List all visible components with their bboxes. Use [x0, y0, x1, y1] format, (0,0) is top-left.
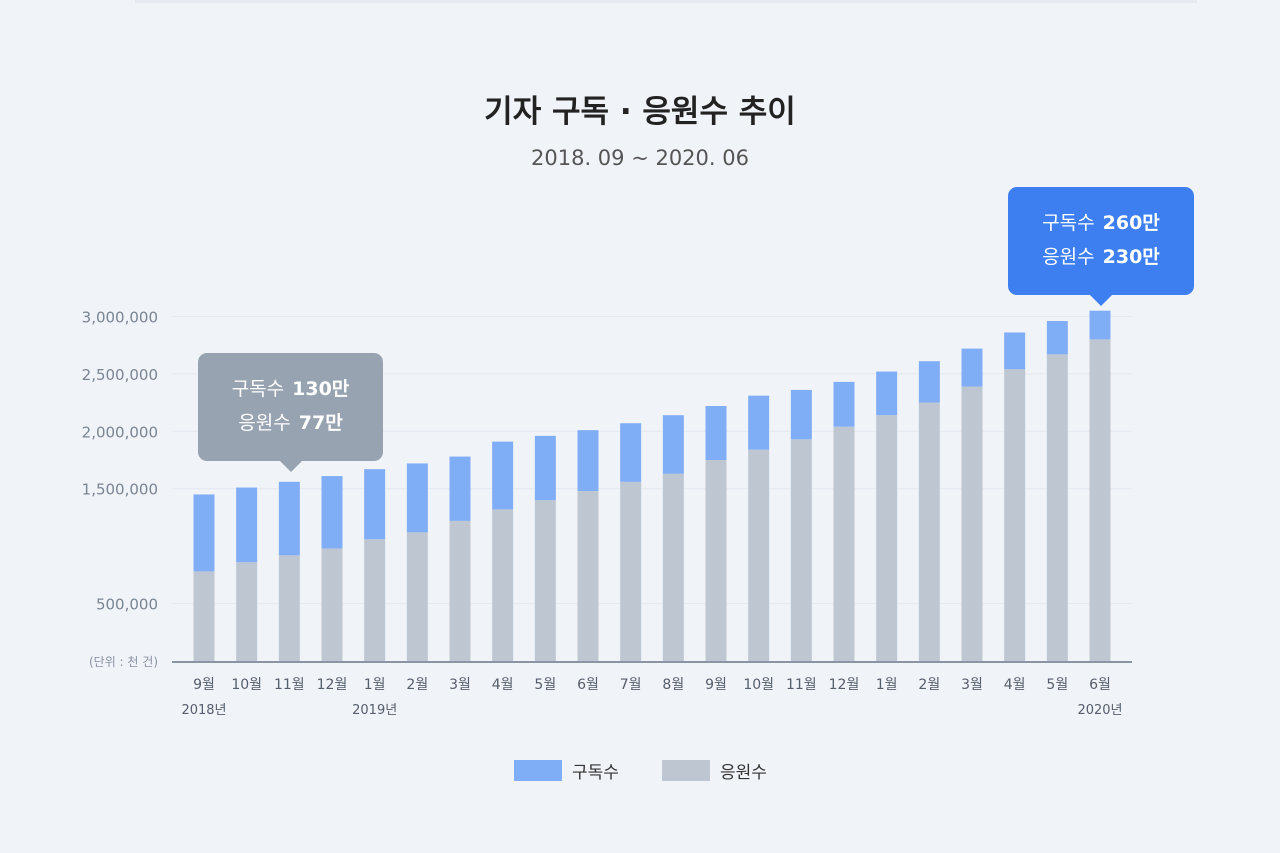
- bar-subscribers: [876, 371, 898, 416]
- y-tick-label: 3,000,000: [82, 308, 158, 326]
- bar-subscribers: [321, 476, 343, 549]
- bar-cheers: [790, 439, 812, 661]
- chart-subtitle: 2018. 09 ~ 2020. 06: [531, 146, 749, 170]
- x-tick-label: 12월: [317, 677, 348, 693]
- bar-subscribers: [1046, 321, 1068, 355]
- x-tick-label: 4월: [1004, 677, 1026, 693]
- bar-subscribers: [748, 395, 770, 450]
- chart-title: 기자 구독 · 응원수 추이: [484, 94, 796, 130]
- x-tick-label: 2월: [918, 677, 940, 693]
- tooltip-cheers-value: 77만: [298, 412, 343, 434]
- tooltip-subscribers-label: 구독수: [231, 378, 285, 400]
- bar-cheers: [492, 509, 514, 661]
- bar-subscribers: [662, 415, 684, 474]
- bar-cheers: [278, 555, 300, 661]
- bar-cheers: [620, 481, 642, 661]
- bar-cheers: [534, 500, 556, 661]
- x-tick-label: 9월: [193, 677, 215, 693]
- year-label: 2018년: [181, 703, 226, 718]
- bar-subscribers: [364, 469, 386, 540]
- x-tick-label: 6월: [1089, 677, 1111, 693]
- x-tick-label: 2월: [406, 677, 428, 693]
- x-tick-label: 11월: [274, 677, 305, 693]
- bar-subscribers: [492, 441, 514, 510]
- bar-cheers: [705, 460, 727, 661]
- x-tick-label: 11월: [786, 677, 817, 693]
- bar-subscribers: [790, 389, 812, 440]
- x-tick-label: 3월: [449, 677, 471, 693]
- x-tick-label: 9월: [705, 677, 727, 693]
- bar-cheers: [1089, 339, 1111, 661]
- legend-label-subscribers: 구독수: [572, 763, 619, 783]
- tooltip-cheers-value: 230만: [1102, 246, 1160, 268]
- bar-cheers: [833, 426, 855, 661]
- bar-cheers: [193, 571, 215, 661]
- bar-cheers: [364, 539, 386, 661]
- x-tick-label: 8월: [662, 677, 684, 693]
- bar-subscribers: [1004, 332, 1026, 370]
- y-tick-label: 2,000,000: [82, 423, 158, 441]
- bar-subscribers: [918, 361, 940, 403]
- bar-cheers: [1004, 369, 1026, 661]
- bar-cheers: [662, 473, 684, 661]
- bar-subscribers: [577, 430, 599, 492]
- tooltip-2020-06: 구독수 260만 응원수 230만: [1008, 187, 1194, 306]
- x-tick-label: 3월: [961, 677, 983, 693]
- legend-swatch-subscribers: [514, 760, 562, 781]
- x-tick-label: 12월: [829, 677, 860, 693]
- bar-cheers: [748, 449, 770, 661]
- x-tick-label: 7월: [620, 677, 642, 693]
- x-tick-label: 4월: [492, 677, 514, 693]
- legend-item-subscribers[interactable]: 구독수: [514, 758, 619, 783]
- bar-cheers: [406, 532, 428, 661]
- legend-label-cheers: 응원수: [720, 763, 767, 783]
- bar-subscribers: [193, 494, 215, 572]
- unit-note: (단위 : 천 건): [89, 654, 158, 669]
- bar-subscribers: [534, 435, 556, 501]
- legend: 구독수 응원수: [0, 758, 1280, 783]
- x-tick-label: 5월: [534, 677, 556, 693]
- bar-subscribers: [620, 423, 642, 482]
- bar-cheers: [1046, 354, 1068, 661]
- tooltip-subscribers-label: 구독수: [1042, 212, 1095, 234]
- x-tick-label: 10월: [231, 677, 262, 693]
- bar-subscribers: [961, 348, 983, 387]
- bar-subscribers: [833, 381, 855, 427]
- bar-subscribers: [236, 487, 258, 563]
- legend-item-cheers[interactable]: 응원수: [662, 758, 767, 783]
- bar-subscribers: [705, 406, 727, 460]
- bar-cheers: [577, 491, 599, 661]
- y-tick-label: 1,500,000: [82, 481, 158, 499]
- bar-cheers: [918, 402, 940, 661]
- bar-cheers: [321, 548, 343, 661]
- tooltip-2018-11: 구독수 130만 응원수 77만: [198, 353, 383, 472]
- x-tick-label: 6월: [577, 677, 599, 693]
- x-tick-label: 10월: [743, 677, 774, 693]
- bar-cheers: [236, 562, 258, 661]
- bar-cheers: [876, 415, 898, 661]
- bar-subscribers: [1089, 310, 1111, 340]
- tooltip-cheers-label: 응원수: [1042, 246, 1095, 268]
- legend-swatch-cheers: [662, 760, 710, 781]
- year-label: 2020년: [1077, 703, 1122, 718]
- y-tick-label: 500,000: [96, 596, 158, 614]
- tooltip-subscribers-value: 130만: [292, 378, 350, 400]
- bar-subscribers: [406, 463, 428, 533]
- bar-subscribers: [449, 456, 471, 521]
- x-tick-label: 1월: [364, 677, 386, 693]
- y-tick-label: 2,500,000: [82, 366, 158, 384]
- year-label: 2019년: [352, 703, 397, 718]
- bar-cheers: [961, 386, 983, 661]
- x-tick-label: 5월: [1046, 677, 1068, 693]
- bar-subscribers: [278, 481, 300, 556]
- tooltip-subscribers-value: 260만: [1102, 212, 1160, 234]
- tooltip-cheers-label: 응원수: [238, 412, 291, 434]
- top-divider: [135, 0, 1197, 3]
- bar-cheers: [449, 520, 471, 661]
- x-tick-label: 1월: [876, 677, 898, 693]
